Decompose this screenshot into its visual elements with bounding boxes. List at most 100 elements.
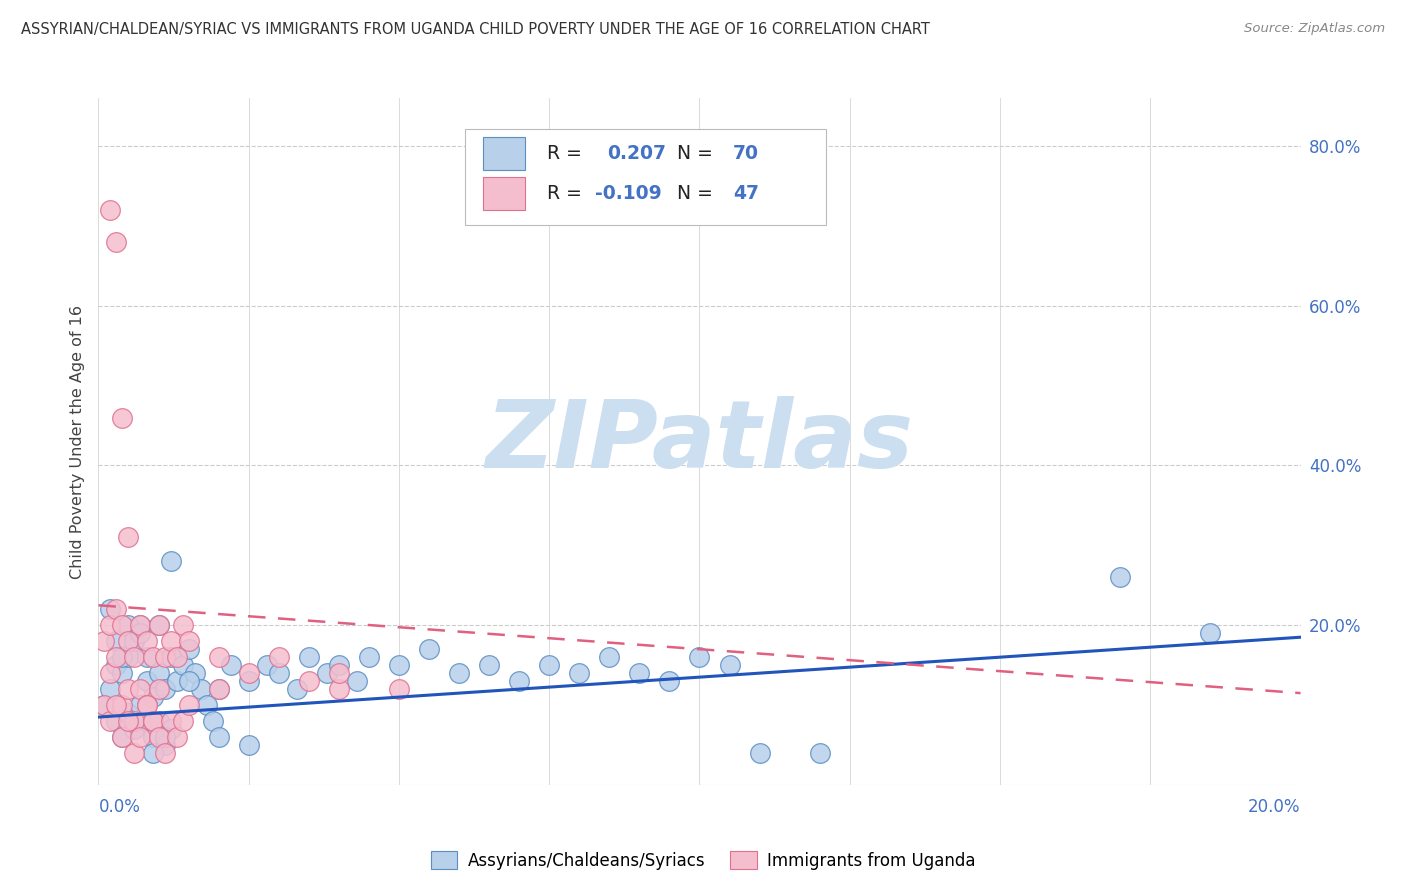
Point — [105, 658, 128, 673]
Point — [508, 674, 530, 689]
Point — [718, 658, 741, 673]
Text: -0.109: -0.109 — [595, 184, 662, 203]
Point — [538, 658, 561, 673]
Text: 47: 47 — [733, 184, 759, 203]
Text: R =: R = — [547, 184, 588, 203]
Point — [153, 730, 176, 744]
Point — [159, 554, 181, 568]
Point — [111, 730, 134, 744]
Point — [1199, 626, 1222, 640]
Point — [148, 730, 170, 744]
Legend: Assyrians/Chaldeans/Syriacs, Immigrants from Uganda: Assyrians/Chaldeans/Syriacs, Immigrants … — [425, 845, 981, 877]
Point — [124, 650, 146, 665]
Text: N =: N = — [676, 145, 718, 163]
Point — [124, 722, 146, 736]
Point — [238, 738, 260, 752]
Point — [100, 202, 122, 217]
Point — [135, 634, 157, 648]
Point — [159, 634, 181, 648]
Point — [568, 666, 591, 681]
Point — [598, 650, 620, 665]
Point — [111, 650, 134, 665]
FancyBboxPatch shape — [484, 178, 526, 211]
Point — [808, 746, 831, 760]
Point — [141, 746, 163, 760]
Point — [105, 698, 128, 712]
Point — [285, 682, 308, 697]
Point — [111, 410, 134, 425]
Point — [100, 666, 122, 681]
Text: 0.0%: 0.0% — [98, 798, 141, 816]
Point — [111, 730, 134, 744]
Point — [148, 618, 170, 632]
Point — [267, 650, 290, 665]
Point — [129, 698, 152, 712]
Point — [748, 746, 770, 760]
Text: ASSYRIAN/CHALDEAN/SYRIAC VS IMMIGRANTS FROM UGANDA CHILD POVERTY UNDER THE AGE O: ASSYRIAN/CHALDEAN/SYRIAC VS IMMIGRANTS F… — [21, 22, 929, 37]
Text: 20.0%: 20.0% — [1249, 798, 1301, 816]
Point — [357, 650, 380, 665]
Point — [117, 682, 139, 697]
Point — [148, 618, 170, 632]
Point — [93, 634, 115, 648]
Point — [447, 666, 470, 681]
Point — [388, 682, 411, 697]
Point — [208, 650, 231, 665]
Point — [100, 618, 122, 632]
Point — [105, 650, 128, 665]
Point — [124, 634, 146, 648]
Point — [129, 618, 152, 632]
Point — [100, 682, 122, 697]
Point — [111, 666, 134, 681]
Point — [148, 682, 170, 697]
Point — [267, 666, 290, 681]
Point — [172, 714, 194, 728]
Point — [105, 634, 128, 648]
Point — [177, 642, 200, 657]
Point — [141, 690, 163, 705]
Point — [658, 674, 681, 689]
Text: ZIPatlas: ZIPatlas — [485, 395, 914, 488]
Point — [177, 634, 200, 648]
Point — [153, 650, 176, 665]
Point — [148, 714, 170, 728]
Point — [315, 666, 337, 681]
Point — [105, 714, 128, 728]
Point — [177, 698, 200, 712]
Point — [135, 698, 157, 712]
Point — [183, 666, 205, 681]
Point — [153, 682, 176, 697]
Text: 70: 70 — [733, 145, 759, 163]
Point — [135, 714, 157, 728]
Point — [100, 714, 122, 728]
Point — [117, 714, 139, 728]
Point — [129, 682, 152, 697]
Point — [93, 698, 115, 712]
Point — [689, 650, 711, 665]
Point — [159, 650, 181, 665]
Point — [117, 706, 139, 720]
Point — [328, 682, 350, 697]
Point — [148, 666, 170, 681]
Text: 0.207: 0.207 — [607, 145, 666, 163]
Point — [177, 674, 200, 689]
Point — [141, 714, 163, 728]
Point — [135, 650, 157, 665]
Point — [124, 634, 146, 648]
Point — [159, 722, 181, 736]
Point — [135, 674, 157, 689]
Point — [388, 658, 411, 673]
Text: Source: ZipAtlas.com: Source: ZipAtlas.com — [1244, 22, 1385, 36]
Point — [238, 666, 260, 681]
Point — [124, 746, 146, 760]
Point — [346, 674, 368, 689]
Y-axis label: Child Poverty Under the Age of 16: Child Poverty Under the Age of 16 — [69, 304, 84, 579]
Point — [129, 730, 152, 744]
Point — [172, 618, 194, 632]
Point — [628, 666, 651, 681]
Point — [153, 738, 176, 752]
Point — [208, 682, 231, 697]
Point — [208, 730, 231, 744]
Point — [111, 698, 134, 712]
Point — [1109, 570, 1132, 584]
